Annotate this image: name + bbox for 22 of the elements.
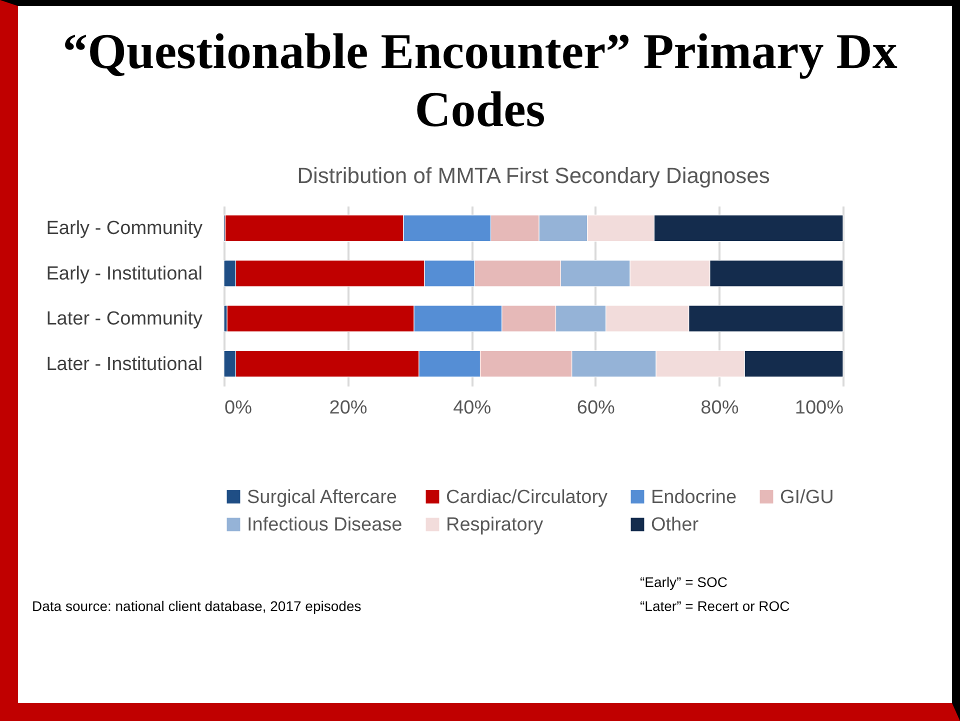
x-tick-label: 60%	[576, 398, 616, 418]
chart-title: “Questionable Encounter” Primary Dx Codes	[62, 22, 898, 138]
legend-label: Surgical Aftercare	[247, 486, 397, 508]
y-tick-label: Early - Institutional	[46, 263, 202, 284]
x-tick-label: 20%	[329, 398, 368, 418]
y-tick-label: Early - Community	[46, 218, 203, 240]
x-tick-label: 40%	[453, 398, 492, 418]
legend-label: Cardiac/Circulatory	[446, 486, 608, 508]
legend-label: Infectious Disease	[247, 514, 402, 536]
chart-subtitle: Distribution of MMTA First Secondary Diagnoses	[297, 163, 770, 188]
legend-label: Other	[651, 514, 700, 536]
legend-label: GI/GU	[780, 486, 834, 508]
y-tick-label: Later - Community	[46, 308, 203, 330]
x-tick-label: 80%	[700, 398, 739, 418]
text: “Early” = SOC	[640, 574, 728, 590]
y-tick-label: Later - Institutional	[46, 354, 202, 375]
x-tick-label: 100%	[794, 398, 844, 418]
text: “Later” = Recert or ROC	[640, 598, 790, 614]
legend-label: Endocrine	[651, 486, 737, 508]
legend-label: Respiratory	[446, 514, 544, 536]
x-tick-label: 0%	[224, 398, 252, 418]
source-note: Data source: national client database, 2017 episodes	[32, 598, 362, 614]
